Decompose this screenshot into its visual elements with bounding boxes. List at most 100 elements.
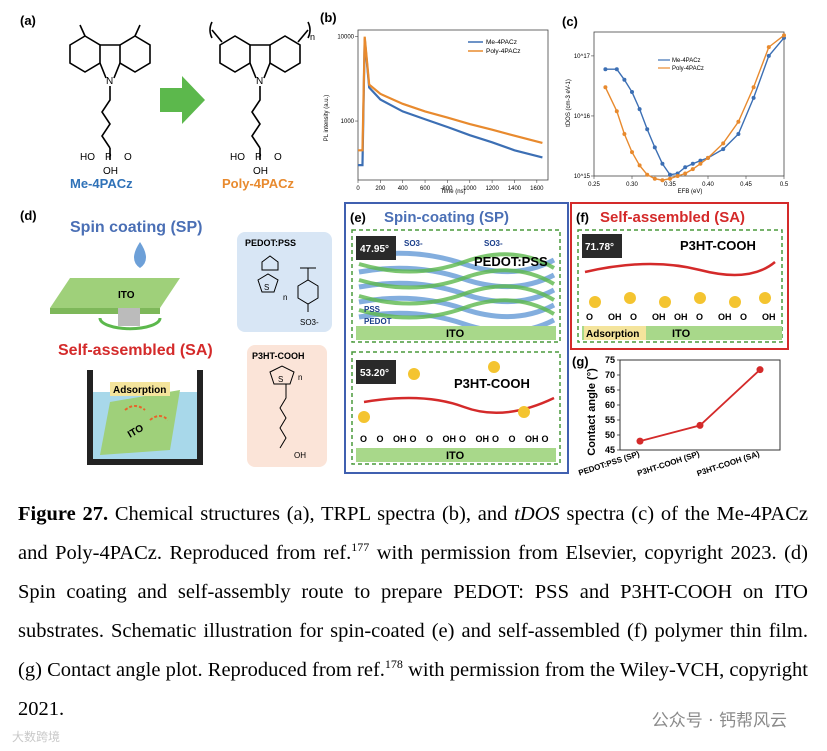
- n-subscript: n: [310, 32, 315, 42]
- p-atom-left: P: [105, 152, 112, 163]
- angle-e-top: 47.95°: [360, 244, 389, 255]
- contact-angle-image-e1: [356, 236, 396, 260]
- sp-title: Spin coating (SP): [70, 219, 202, 236]
- figure-caption: Figure 27. Chemical structures (a), TRPL…: [18, 495, 808, 729]
- caption-part-3: with permission from Elsevier, copyright…: [18, 542, 808, 681]
- anchor-group-label: O: [426, 434, 433, 444]
- c-point: [652, 145, 657, 150]
- anchor-group-label: OH: [393, 434, 407, 444]
- p3ht-cooh-label-d: P3HT-COOH: [252, 351, 305, 361]
- g-ylabel: Contact angle (°): [586, 368, 598, 456]
- g-y-tick-label: 55: [605, 415, 615, 425]
- adsorption-label-d: Adsorption: [113, 385, 166, 396]
- c-point: [630, 90, 634, 95]
- c-point: [683, 171, 688, 176]
- c-point: [630, 150, 634, 155]
- anchor-group-label: O: [492, 434, 499, 444]
- panel-a-structures: (a) N P O HO OH n N P O HO OH Me-4PACz P…: [20, 13, 315, 191]
- anchor-group-label: O: [459, 434, 466, 444]
- angle-e-bottom: 53.20°: [360, 368, 389, 379]
- b-x-tick-label: 0: [356, 186, 360, 192]
- pedot-pss-label-e: PEDOT:PSS: [474, 254, 548, 269]
- c-point: [614, 109, 619, 114]
- ito-plate-sp: [50, 278, 180, 308]
- contact-angle-image-f: [582, 234, 622, 258]
- caption-tdos: tDOS: [514, 503, 560, 525]
- c-point: [645, 172, 650, 177]
- so3-d: SO3-: [300, 318, 319, 327]
- c-point: [766, 53, 771, 58]
- s-atom-pedot: S: [264, 283, 269, 292]
- ito-bar-e2: [356, 448, 556, 462]
- caption-ref-178: 178: [384, 657, 403, 672]
- so3-e1: SO3-: [404, 239, 423, 248]
- c-y-tick-label: 10^16: [574, 114, 591, 120]
- anchor-group-label: O: [360, 434, 367, 444]
- anchor-group-label: O: [696, 312, 703, 322]
- c-point: [637, 107, 642, 112]
- caption-ref-177: 177: [351, 540, 370, 555]
- pedot-fibers: [358, 250, 556, 335]
- c-point: [637, 163, 642, 168]
- c-point: [766, 45, 771, 50]
- n-p3ht: n: [298, 373, 302, 382]
- g-y-tick-label: 45: [605, 445, 615, 455]
- c-legend-label: Me-4PACz: [672, 58, 701, 64]
- b-x-tick-label: 400: [398, 186, 409, 192]
- g-y-tick-label: 75: [605, 355, 615, 365]
- anchor-group-label: O: [586, 312, 593, 322]
- c-y-tick-label: 10^15: [574, 174, 591, 180]
- g-y-tick-label: 50: [605, 430, 615, 440]
- b-x-tick-label: 600: [420, 186, 431, 192]
- oh-right: OH: [253, 166, 268, 177]
- c-point: [721, 141, 726, 146]
- g-series-line: [639, 369, 761, 443]
- panel-a-label: (a): [20, 13, 36, 28]
- c-point: [603, 67, 608, 72]
- so3-e2: SO3-: [484, 239, 503, 248]
- p3ht-cooh-box: [247, 345, 327, 467]
- polymer-chain-f: [584, 261, 776, 277]
- c-point: [622, 132, 627, 137]
- c-x-tick-label: 0.35: [664, 182, 676, 188]
- anchor-group-label: OH: [762, 312, 776, 322]
- c-x-tick-label: 0.25: [588, 182, 600, 188]
- anchor-group-label: OH: [443, 434, 457, 444]
- pedot-pss-label-d: PEDOT:PSS: [245, 238, 296, 248]
- c-x-tick-label: 0.40: [702, 182, 714, 188]
- c-point: [668, 172, 672, 177]
- b-x-tick-label: 1600: [530, 186, 544, 192]
- o-atom-right: O: [274, 152, 282, 163]
- anchor-group-label: OH: [476, 434, 490, 444]
- g-y-tick-label: 60: [605, 400, 615, 410]
- ito-plate-sa: [100, 390, 180, 455]
- beaker: [87, 370, 203, 465]
- droplet-icon: [134, 242, 146, 268]
- angle-f: 71.78°: [585, 242, 614, 253]
- b-x-tick-label: 1000: [463, 186, 477, 192]
- c-point: [660, 161, 665, 166]
- c-point: [782, 33, 786, 38]
- c-point: [698, 158, 703, 163]
- ho-right: HO: [230, 152, 245, 163]
- c-y-tick-label: 10^17: [574, 54, 591, 60]
- adsorption-label-f: Adsorption: [586, 329, 639, 340]
- anchor-group-label: O: [542, 434, 549, 444]
- b-xlabel: Time (ns): [440, 189, 465, 195]
- panel-g-label: (g): [572, 354, 589, 369]
- g-point: [696, 421, 704, 429]
- c-point: [690, 161, 695, 166]
- b-x-tick-label: 1200: [485, 186, 499, 192]
- ito-label-f: ITO: [672, 328, 691, 340]
- b-x-tick-label: 800: [442, 186, 453, 192]
- ito-bar-e1: [356, 326, 556, 340]
- c-x-tick-label: 0.45: [740, 182, 752, 188]
- panel-f-label: (f): [576, 210, 589, 225]
- ito-label-e2: ITO: [446, 450, 465, 462]
- c-point: [603, 85, 608, 90]
- oh-left: OH: [103, 166, 118, 177]
- panel-e-label: (e): [350, 210, 366, 225]
- panel-e-spin-coating: (e) Spin-coating (SP) 47.95° SO3- SO3- P…: [344, 202, 569, 474]
- poly-4pacz-structure: [209, 21, 311, 160]
- n-atom-left: N: [106, 76, 113, 87]
